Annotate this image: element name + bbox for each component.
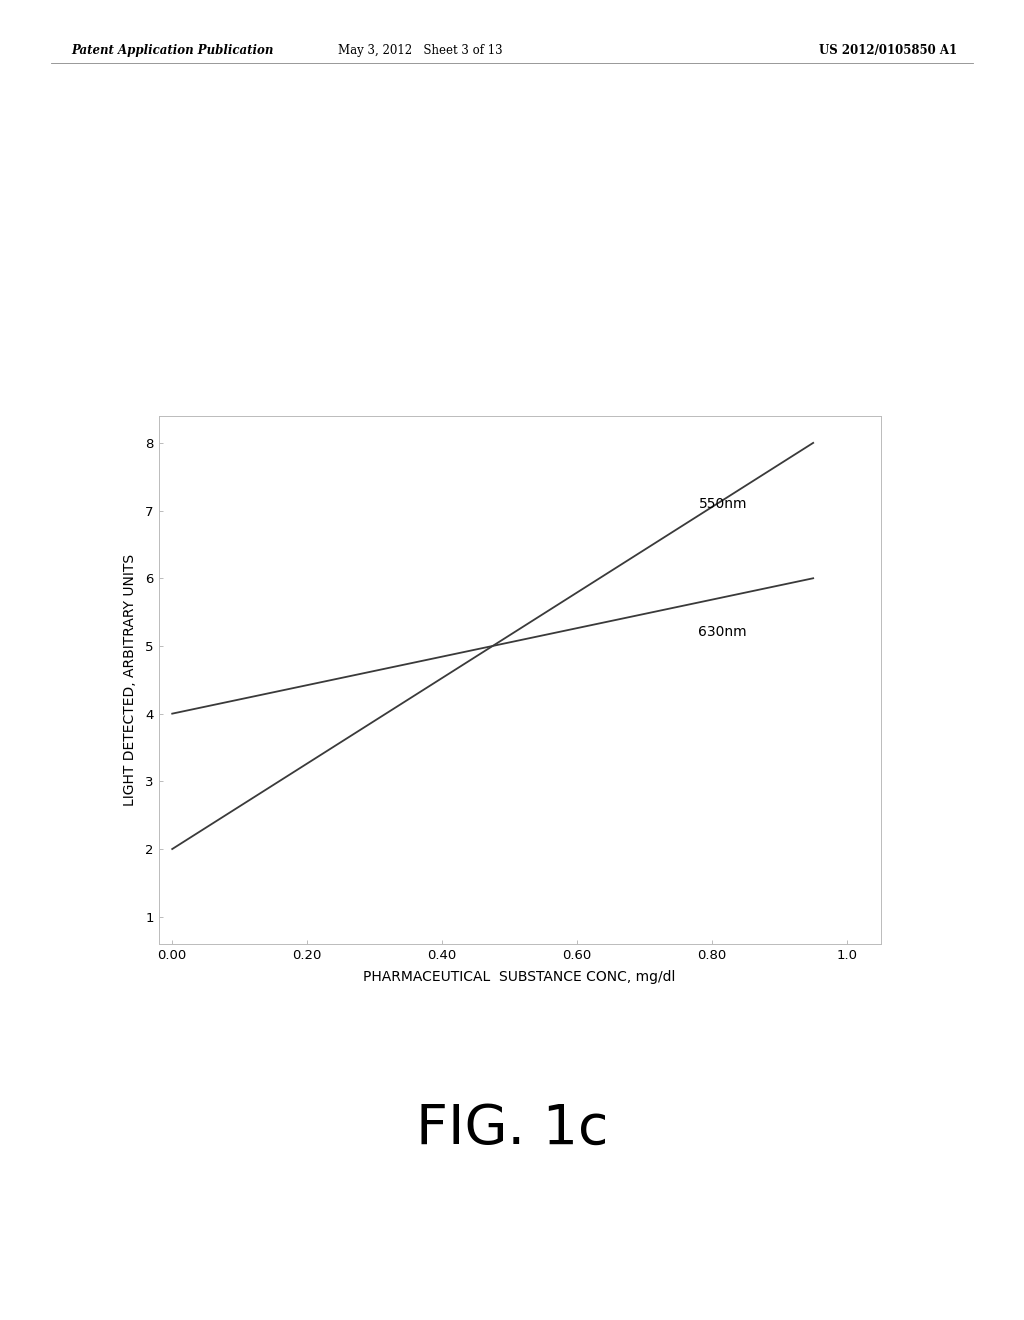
Text: Patent Application Publication: Patent Application Publication — [72, 44, 274, 57]
Text: FIG. 1c: FIG. 1c — [416, 1102, 608, 1155]
X-axis label: PHARMACEUTICAL  SUBSTANCE CONC, mg/dl: PHARMACEUTICAL SUBSTANCE CONC, mg/dl — [364, 970, 676, 983]
Text: 550nm: 550nm — [698, 496, 746, 511]
Text: US 2012/0105850 A1: US 2012/0105850 A1 — [819, 44, 957, 57]
Text: 630nm: 630nm — [698, 626, 748, 639]
Text: May 3, 2012   Sheet 3 of 13: May 3, 2012 Sheet 3 of 13 — [338, 44, 502, 57]
Y-axis label: LIGHT DETECTED, ARBITRARY UNITS: LIGHT DETECTED, ARBITRARY UNITS — [123, 553, 137, 807]
